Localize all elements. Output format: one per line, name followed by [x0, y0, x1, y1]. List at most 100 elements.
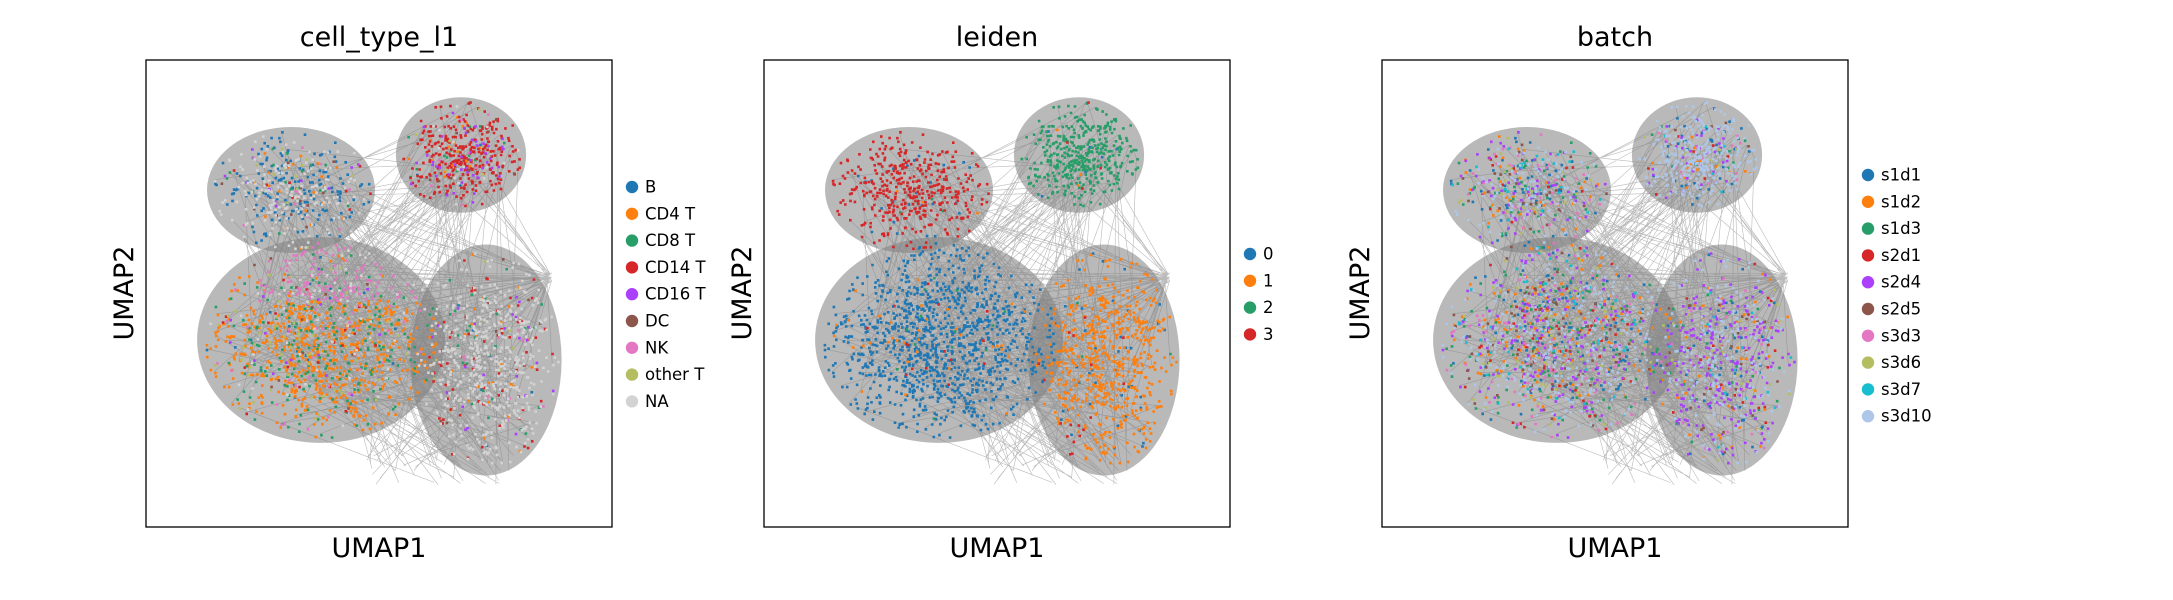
- graph-edge-mass: [1028, 244, 1180, 476]
- legend-item: CD16 T: [625, 285, 706, 304]
- legend-item: CD4 T: [625, 204, 696, 223]
- legend-label: s2d1: [1881, 246, 1921, 265]
- legend-label: s3d6: [1881, 353, 1921, 372]
- graph-edge-mass: [1433, 237, 1681, 443]
- scatter-points: [205, 101, 560, 465]
- legend-label: s2d4: [1881, 273, 1921, 292]
- legend: 0 1 2 3: [1243, 245, 1274, 344]
- legend-marker: [625, 314, 639, 328]
- panel-leiden: leiden UMAP1 UMAP2 0 1 2 3: [727, 22, 1274, 564]
- legend-item: s3d3: [1861, 326, 1921, 345]
- legend-item: s1d2: [1861, 192, 1921, 211]
- panel-title: batch: [1577, 22, 1653, 53]
- neighbor-graph-edges: [197, 97, 562, 485]
- legend-label: s1d1: [1881, 166, 1921, 185]
- legend-item: 1: [1243, 271, 1274, 290]
- legend-item: 3: [1243, 325, 1274, 344]
- axes-frame: [145, 59, 613, 528]
- scatter-series: [216, 113, 545, 431]
- legend-marker: [625, 288, 639, 301]
- scatter-point: [831, 101, 1125, 456]
- legend-marker: [1861, 276, 1875, 289]
- legend-label: B: [645, 178, 656, 197]
- legend-label: CD14 T: [645, 258, 706, 277]
- legend-marker: [625, 180, 639, 194]
- legend-marker: [625, 234, 639, 247]
- legend-label: 1: [1263, 271, 1274, 290]
- legend-item: s3d10: [1861, 407, 1932, 426]
- legend-item: other T: [625, 365, 705, 384]
- legend: s1d1 s1d2 s1d3 s2d1 s2d4 s2d5 s3d3 s3d6 s3d7 s3d1…: [1861, 166, 1932, 426]
- legend-item: s1d1: [1861, 166, 1921, 185]
- legend-item: DC: [625, 312, 669, 331]
- legend-item: B: [625, 178, 656, 197]
- legend-marker: [1861, 168, 1875, 182]
- y-axis-label: UMAP2: [109, 246, 140, 341]
- legend-marker: [1861, 222, 1875, 235]
- legend-marker: [1243, 274, 1257, 287]
- legend-item: CD8 T: [625, 231, 696, 250]
- scatter-point: [209, 105, 560, 465]
- scatter-series: [1441, 101, 1791, 465]
- axes-frame: [763, 59, 1231, 528]
- graph-edge-mass: [1646, 244, 1798, 476]
- scatter-area: [1433, 97, 1798, 485]
- scatter-series: [1441, 118, 1796, 465]
- scatter-series: [209, 105, 560, 465]
- scatter-area: [197, 97, 562, 485]
- legend-label: CD16 T: [645, 285, 706, 304]
- legend-item: NK: [625, 338, 669, 357]
- legend-label: NK: [645, 338, 669, 357]
- panel-cell-type-l1: cell_type_l1 UMAP1 UMAP2 B CD4 T CD8 T CD14…: [109, 22, 706, 564]
- legend-marker: [625, 207, 639, 220]
- y-axis-label: UMAP2: [727, 246, 758, 341]
- graph-edge-mass: [410, 244, 562, 476]
- scatter-series: [831, 101, 1125, 456]
- x-axis-label: UMAP1: [950, 533, 1045, 564]
- legend-label: NA: [645, 392, 669, 411]
- legend-marker: [1861, 383, 1875, 396]
- scatter-point: [216, 113, 545, 431]
- legend-item: s2d1: [1861, 246, 1921, 265]
- legend-label: CD8 T: [645, 231, 696, 250]
- scatter-point: [1441, 101, 1791, 465]
- legend-item: s3d6: [1861, 353, 1921, 372]
- scatter-series: [221, 101, 554, 460]
- legend-label: s3d10: [1881, 407, 1932, 426]
- legend-item: NA: [625, 392, 669, 411]
- legend-label: s3d7: [1881, 380, 1921, 399]
- legend-marker: [1861, 329, 1875, 342]
- legend-marker: [1861, 195, 1875, 208]
- legend-marker: [1243, 301, 1257, 314]
- legend-label: s2d5: [1881, 300, 1921, 319]
- scatter-area: [815, 97, 1180, 485]
- legend-marker: [1861, 302, 1875, 316]
- panel-batch: batch UMAP1 UMAP2 s1d1 s1d2 s1d3 s2d1 s2d4 s2…: [1345, 22, 1932, 564]
- legend-marker: [1861, 249, 1875, 262]
- legend-label: 0: [1263, 245, 1274, 264]
- legend-marker: [1861, 410, 1875, 423]
- scatter-series: [1449, 107, 1776, 456]
- scatter-point: [221, 101, 554, 460]
- legend-label: s3d3: [1881, 326, 1921, 345]
- legend-label: CD4 T: [645, 204, 696, 223]
- legend-item: CD14 T: [625, 258, 706, 277]
- legend-item: s1d3: [1861, 219, 1921, 238]
- x-axis-label: UMAP1: [332, 533, 427, 564]
- legend-label: 2: [1263, 298, 1274, 317]
- graph-edge-mass: [1631, 97, 1763, 213]
- legend-marker: [625, 341, 639, 354]
- legend-marker: [625, 395, 639, 408]
- scatter-point: [1441, 118, 1796, 465]
- legend-marker: [625, 261, 639, 274]
- scatter-point: [1449, 107, 1776, 456]
- scatter-point: [205, 116, 534, 453]
- legend-label: s1d2: [1881, 192, 1921, 211]
- legend-item: s3d7: [1861, 380, 1921, 399]
- panel-title: cell_type_l1: [300, 22, 458, 53]
- legend-label: DC: [645, 312, 669, 331]
- legend-label: other T: [645, 365, 705, 384]
- axes-frame: [1381, 59, 1849, 528]
- panel-title: leiden: [956, 22, 1038, 53]
